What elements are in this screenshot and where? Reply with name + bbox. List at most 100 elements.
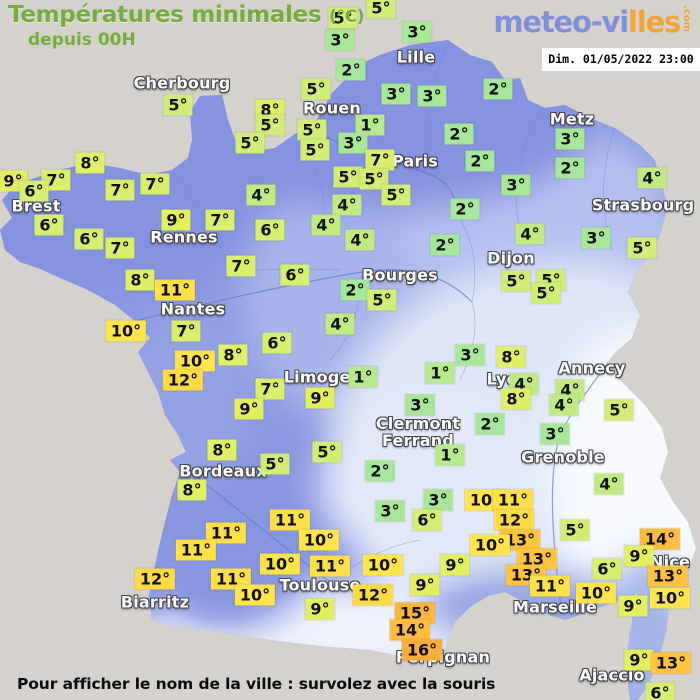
temp-label[interactable]: 9° [440,554,470,576]
temp-label[interactable]: 5° [359,168,389,190]
temp-label[interactable]: 8° [496,346,526,368]
temp-label[interactable]: 10° [649,587,691,609]
temp-label[interactable]: 5° [312,441,342,463]
temp-label[interactable]: 10° [575,582,617,604]
temp-label[interactable]: 9° [624,545,654,567]
temp-label[interactable]: 10° [259,553,301,575]
temp-label[interactable]: 6° [412,509,442,531]
temp-label[interactable]: 7° [140,173,170,195]
temp-label[interactable]: 2° [444,123,474,145]
temp-label[interactable]: 11° [269,509,311,531]
temp-label[interactable]: 5° [333,166,363,188]
temp-label[interactable]: 6° [645,682,675,700]
temp-label[interactable]: 10° [174,350,216,372]
temp-label[interactable]: 9° [305,598,335,620]
temp-label[interactable]: 5° [235,132,265,154]
temp-label[interactable]: 4° [325,313,355,335]
temp-label[interactable]: 12° [493,509,535,531]
temp-label[interactable]: 3° [325,29,355,51]
temp-label[interactable]: 7° [365,149,395,171]
temp-label[interactable]: 6° [255,219,285,241]
temp-label[interactable]: 7° [255,378,285,400]
temp-label[interactable]: 2° [475,413,505,435]
temp-label[interactable]: 9° [624,649,654,671]
temp-label[interactable]: 5° [297,119,327,141]
temp-label[interactable]: 3° [501,174,531,196]
temp-label[interactable]: 14° [389,619,431,641]
temp-label[interactable]: 5° [301,78,331,100]
temp-label[interactable]: 8° [207,439,237,461]
temp-label[interactable]: 11° [154,279,196,301]
temp-label[interactable]: 12° [134,568,176,590]
temp-label[interactable]: 3° [381,83,411,105]
temp-label[interactable]: 7° [226,255,256,277]
temp-label[interactable]: 3° [402,21,432,43]
temp-label[interactable]: 3° [555,128,585,150]
temp-label[interactable]: 5° [531,282,561,304]
temp-label[interactable]: 7° [105,179,135,201]
temp-label[interactable]: 4° [515,223,545,245]
temp-label[interactable]: 6° [280,264,310,286]
temp-label[interactable]: 9° [234,398,264,420]
temp-label[interactable]: 12° [352,584,394,606]
temp-label[interactable]: 5° [560,519,590,541]
temp-label[interactable]: 7° [205,209,235,231]
temp-label[interactable]: 11° [529,575,571,597]
temp-label[interactable]: 1° [348,366,378,388]
temp-label[interactable]: 5° [366,0,396,19]
temp-label[interactable]: 4° [332,194,362,216]
temp-label[interactable]: 11° [210,568,252,590]
temp-label[interactable]: 12° [162,369,204,391]
temp-label[interactable]: 3° [423,489,453,511]
temp-label[interactable]: 7° [171,320,201,342]
temp-label[interactable]: 4° [594,473,624,495]
temp-label[interactable]: 1° [435,444,465,466]
temp-label[interactable]: 6° [74,228,104,250]
temp-label[interactable]: 9° [161,209,191,231]
temp-label[interactable]: 2° [340,279,370,301]
temp-label[interactable]: 5° [328,7,358,29]
temp-label[interactable]: 5° [604,399,634,421]
temp-label[interactable]: 5° [501,270,531,292]
temp-label[interactable]: 14° [639,528,681,550]
temp-label[interactable]: 6° [19,180,49,202]
temp-label[interactable]: 10° [234,584,276,606]
temp-label[interactable]: 7° [105,237,135,259]
temp-label[interactable]: 3° [338,132,368,154]
temp-label[interactable]: 11° [309,555,351,577]
temp-label[interactable]: 5° [260,453,290,475]
temp-label[interactable]: 4° [549,394,579,416]
temp-label[interactable]: 10° [105,320,147,342]
temp-label[interactable]: 3° [375,500,405,522]
temp-label[interactable]: 5° [381,184,411,206]
temp-label[interactable]: 4° [345,229,375,251]
temp-label[interactable]: 1° [355,114,385,136]
temp-label[interactable]: 3° [581,227,611,249]
temp-label[interactable]: 13° [516,548,558,570]
temp-label[interactable]: 2° [450,198,480,220]
temp-label[interactable]: 5° [627,237,657,259]
temp-label[interactable]: 9° [410,574,440,596]
temp-label[interactable]: 4° [311,214,341,236]
temp-label[interactable]: 11° [205,522,247,544]
temp-label[interactable]: 8° [75,152,105,174]
temp-label[interactable]: 4° [637,167,667,189]
temp-label[interactable]: 3° [540,423,570,445]
temp-label[interactable]: 2° [336,59,366,81]
temp-label[interactable]: 5° [255,114,285,136]
temp-label[interactable]: 5° [367,289,397,311]
meteo-villes-logo[interactable]: meteo-villes.com [493,5,692,39]
temp-label[interactable]: 9° [618,595,648,617]
temp-label[interactable]: 3° [417,85,447,107]
temp-label[interactable]: 2° [483,78,513,100]
temp-label[interactable]: 15° [394,602,436,624]
temp-label[interactable]: 9° [305,387,335,409]
temp-label[interactable]: 4° [246,184,276,206]
temp-label[interactable]: 13° [647,565,689,587]
temp-label[interactable]: 8° [501,388,531,410]
temp-label[interactable]: 3° [455,344,485,366]
temp-label[interactable]: 6° [262,332,292,354]
temp-label[interactable]: 16° [401,639,443,661]
temp-label[interactable]: 2° [555,157,585,179]
temp-label[interactable]: 2° [365,460,395,482]
